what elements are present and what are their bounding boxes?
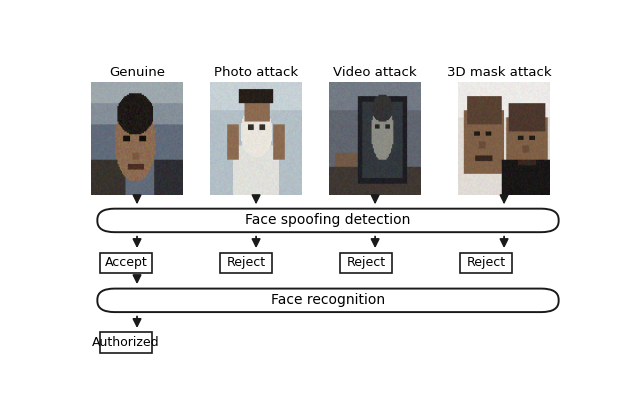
FancyBboxPatch shape bbox=[97, 289, 559, 312]
Text: Video attack: Video attack bbox=[333, 66, 417, 79]
Text: Face spoofing detection: Face spoofing detection bbox=[245, 213, 411, 228]
Text: Photo attack: Photo attack bbox=[214, 66, 298, 79]
Text: Face recognition: Face recognition bbox=[271, 293, 385, 307]
FancyBboxPatch shape bbox=[97, 209, 559, 232]
Text: Accept: Accept bbox=[104, 256, 147, 269]
FancyBboxPatch shape bbox=[100, 252, 152, 273]
FancyBboxPatch shape bbox=[220, 252, 272, 273]
FancyBboxPatch shape bbox=[100, 333, 152, 353]
FancyBboxPatch shape bbox=[340, 252, 392, 273]
Text: Genuine: Genuine bbox=[109, 66, 165, 79]
Text: Reject: Reject bbox=[346, 256, 385, 269]
Text: Reject: Reject bbox=[227, 256, 266, 269]
FancyBboxPatch shape bbox=[460, 252, 512, 273]
Text: Authorized: Authorized bbox=[92, 336, 160, 349]
Text: Reject: Reject bbox=[467, 256, 506, 269]
Text: 3D mask attack: 3D mask attack bbox=[447, 66, 552, 79]
